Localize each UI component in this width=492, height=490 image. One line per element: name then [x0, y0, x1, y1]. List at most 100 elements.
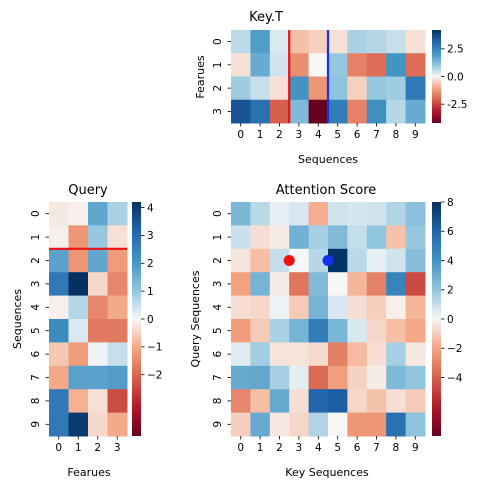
- attention-cell-r4-c3: [289, 295, 310, 320]
- attention-cell-r5-c4: [308, 319, 329, 343]
- query-cell-r7-c0: [49, 365, 69, 390]
- attention-cell-r9-c9: [405, 412, 426, 437]
- attention-cell-r1-c3: [289, 225, 310, 250]
- attention-cell-r7-c2: [269, 365, 290, 390]
- key-t-xlabel: Sequences: [298, 153, 358, 166]
- key-t-colorbar-gradient: [432, 30, 441, 123]
- key-t-cell-r0-c0: [231, 30, 251, 54]
- attention-cell-r6-c1: [250, 342, 271, 367]
- attention-colorbar: 8 6 4 2 0 −2 −4: [432, 197, 463, 436]
- attention-cell-r1-c7: [366, 225, 387, 250]
- query-cell-r2-c2: [88, 248, 108, 273]
- query-cell-r7-c1: [68, 365, 89, 390]
- attention-xlabel: Key Sequences: [285, 466, 369, 479]
- key-t-colorbar: 2.5 0.0 -2.5: [432, 30, 468, 123]
- query-x-tick-label-2: 2: [94, 442, 101, 454]
- attention-cell-r8-c5: [328, 389, 348, 414]
- attention-x-tick-label-6: 6: [354, 442, 361, 454]
- attention-cell-r4-c7: [366, 295, 387, 320]
- attention-cell-r4-c6: [347, 295, 368, 320]
- attention-cell-r4-c0: [231, 295, 251, 320]
- query-cell-r5-c2: [88, 319, 108, 343]
- key-t-x-tick-label-3: 3: [296, 129, 303, 141]
- attention-cell-r7-c9: [405, 365, 426, 390]
- key-t-cell-r0-c9: [405, 30, 426, 54]
- attention-cell-r2-c9: [405, 248, 426, 273]
- key-t-cell-r1-c1: [250, 53, 271, 77]
- attention-cell-r2-c4: [308, 248, 329, 273]
- attention-x-tick-label-3: 3: [296, 442, 303, 454]
- attention-cell-r0-c2: [269, 202, 290, 226]
- key-t-cell-r3-c5: [328, 99, 348, 124]
- attention-cell-r1-c8: [386, 225, 407, 250]
- attention-cell-r8-c4: [308, 389, 329, 414]
- query-colorbar-ticks: 4 3 2 1 0 −1 −2: [141, 202, 162, 382]
- attention-y-tick-label-8: 8: [212, 398, 224, 405]
- key-t-colorbar-ticks: 2.5 0.0 -2.5: [441, 44, 468, 111]
- attention-colorbar-tick-label-3: 2: [447, 285, 454, 297]
- key-t-cell-r2-c9: [405, 76, 426, 101]
- key-t-cell-r2-c4: [308, 76, 329, 101]
- query-cell-r4-c2: [88, 295, 108, 320]
- attention-marker-dot-0: [283, 255, 295, 266]
- query-cell-r3-c0: [49, 272, 69, 297]
- query-cell-r3-c3: [107, 272, 128, 297]
- attention-colorbar-tick-label-2: 4: [447, 255, 454, 267]
- attention-cell-r2-c8: [386, 248, 407, 273]
- attention-cell-r5-c5: [328, 319, 348, 343]
- query-title: Query: [68, 183, 108, 198]
- query-cells: [49, 202, 128, 437]
- attention-cell-r5-c0: [231, 319, 251, 343]
- attention-marker-dot-1: [322, 255, 334, 266]
- key-t-cell-r2-c7: [366, 76, 387, 101]
- key-t-cell-r3-c6: [347, 99, 368, 124]
- attention-cell-r8-c0: [231, 389, 251, 414]
- attention-cell-r8-c6: [347, 389, 368, 414]
- key-t-x-tick-label-5: 5: [334, 129, 341, 141]
- query-cell-r8-c3: [107, 389, 128, 414]
- key-t-cell-r1-c9: [405, 53, 426, 77]
- key-t-cell-r2-c6: [347, 76, 368, 101]
- attention-cell-r9-c4: [308, 412, 329, 437]
- attention-cell-r3-c3: [289, 272, 310, 297]
- query-y-tick-label-5: 5: [30, 327, 42, 334]
- attention-colorbar-ticks: 8 6 4 2 0 −2 −4: [441, 197, 463, 384]
- key-t-cell-r0-c6: [347, 30, 368, 54]
- query-cell-r1-c3: [107, 225, 128, 250]
- key-t-x-tick-label-8: 8: [393, 129, 400, 141]
- key-t-cell-r2-c2: [269, 76, 290, 101]
- key-t-cells: [231, 30, 426, 124]
- query-y-tick-label-8: 8: [30, 398, 42, 405]
- key-t-y-tick-label-1: 1: [212, 62, 224, 69]
- attention-y-tick-label-6: 6: [212, 350, 224, 357]
- query-cell-r0-c3: [107, 202, 128, 226]
- query-cell-r6-c1: [68, 342, 89, 367]
- query-cell-r9-c3: [107, 412, 128, 437]
- attention-cell-r6-c5: [328, 342, 348, 367]
- query-cell-r4-c1: [68, 295, 89, 320]
- key-t-colorbar-tick-label-0: 2.5: [447, 44, 464, 56]
- attention-cell-r1-c0: [231, 225, 251, 250]
- attention-colorbar-tick-label-4: 0: [447, 314, 454, 326]
- attention-y-tick-label-2: 2: [212, 257, 224, 264]
- query-x-tick-label-0: 0: [55, 442, 62, 454]
- attention-panel: Attention Score Key Sequences Query Sequ…: [189, 183, 463, 479]
- attention-cell-r7-c0: [231, 365, 251, 390]
- query-cell-r5-c1: [68, 319, 89, 343]
- attention-cell-r0-c3: [289, 202, 310, 226]
- key-t-x-tick-label-2: 2: [276, 129, 283, 141]
- key-t-y-tick-label-3: 3: [212, 108, 224, 115]
- attention-cell-r9-c5: [328, 412, 348, 437]
- query-x-tick-label-3: 3: [114, 442, 121, 454]
- attention-cell-r0-c5: [328, 202, 348, 226]
- key-t-cell-r1-c2: [269, 53, 290, 77]
- key-t-cell-r3-c8: [386, 99, 407, 124]
- key-t-title: Key.T: [249, 10, 283, 25]
- query-cell-r7-c3: [107, 365, 128, 390]
- attention-cell-r8-c8: [386, 389, 407, 414]
- query-cell-r1-c2: [88, 225, 108, 250]
- key-t-ylabel: Fearues: [194, 55, 207, 98]
- attention-cell-r0-c1: [250, 202, 271, 226]
